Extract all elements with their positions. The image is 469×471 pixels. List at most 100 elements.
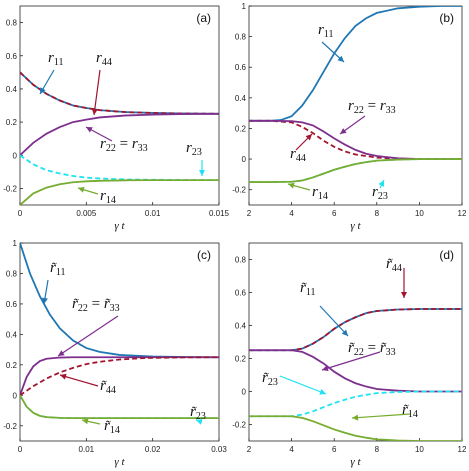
panel-label: (d) (439, 248, 454, 262)
x-tick-label: 10 (415, 209, 424, 218)
annotation-arrow (279, 375, 327, 395)
annotation-44: r̃44 (386, 256, 402, 274)
x-tick-label: 12 (458, 445, 467, 454)
annotation-22: r̃22 = r̃33 (72, 296, 120, 314)
y-tick-label: 0.6 (6, 300, 18, 309)
plot-frame (19, 242, 220, 442)
annotation-14: r14 (312, 184, 328, 202)
y-tick-label: -0.2 (3, 184, 17, 193)
annotation-arrow (57, 315, 119, 357)
y-tick-label: 0 (242, 388, 247, 397)
annotation-arrowhead (340, 128, 347, 134)
annotation-arrow (321, 351, 381, 371)
x-tick-label: 8 (375, 209, 380, 218)
annotation-arrowhead (40, 87, 46, 94)
annotation-arrowhead (378, 180, 384, 187)
x-tick-label: 12 (458, 209, 467, 218)
x-axis-label: γ t (350, 220, 361, 232)
annotation-14: r̃14 (402, 402, 418, 420)
panel-c: 0 0.01 0.02 0.03 -0.2 0 0.2 0.4 0.6 0.8 1 γ t (c) r̃1… (3, 239, 227, 468)
y-tick-label: 0.4 (235, 94, 247, 103)
annotation-arrowhead (337, 55, 344, 62)
annotation-arrow (59, 374, 99, 387)
annotation-11: r̃11 (50, 260, 65, 278)
y-tick-label: 0.6 (6, 52, 18, 61)
series-line-r14 (249, 415, 462, 441)
series-line-r14 (249, 158, 462, 183)
panel-label: (b) (439, 11, 454, 25)
panel-label: (c) (197, 248, 211, 262)
plot-frame (19, 5, 220, 206)
y-tick-label: 0.8 (235, 256, 247, 265)
x-tick-label: 8 (375, 445, 380, 454)
annotation-arrowhead (91, 108, 98, 115)
y-tick-label: 0.8 (235, 33, 247, 42)
x-tick-label: 0.015 (209, 209, 230, 218)
y-tick-label: -0.2 (232, 186, 246, 195)
series-line-r22-r33 (20, 112, 219, 156)
annotation-arrowhead (322, 365, 329, 372)
series-line-r22-r33 (249, 349, 462, 393)
x-tick-label: 2 (247, 209, 252, 218)
annotation-44: r̃44 (100, 378, 116, 396)
y-tick-label: 0.4 (6, 330, 18, 339)
annotation-arrowhead (199, 170, 205, 176)
annotation-arrowhead (401, 292, 407, 298)
annotation-arrowhead (305, 134, 312, 141)
series-line-r14 (20, 394, 219, 420)
y-tick-label: 0.4 (6, 85, 18, 94)
y-tick-label: 1 (13, 239, 18, 248)
annotation-arrowhead (60, 373, 67, 380)
annotation-22: r22 = r33 (100, 136, 148, 154)
annotation-arrowhead (288, 182, 295, 189)
annotation-14: r14 (100, 188, 116, 206)
series-line-r11 (249, 6, 462, 122)
annotation-44: r44 (96, 50, 112, 68)
series-line-r22-r33 (249, 119, 462, 160)
annotation-11: r11 (48, 50, 63, 68)
annotation-arrow (93, 69, 101, 116)
annotation-23: r̃23 (262, 370, 278, 388)
panel-d: 2 4 6 8 10 12 -0.2 0 0.2 0.4 0.6 0.8 γ t (d) r̃44 r̃11 r… (232, 242, 467, 468)
y-tick-label: 0.8 (6, 269, 18, 278)
plot-frame (248, 242, 463, 442)
y-tick-label: 1 (242, 2, 247, 11)
series-line-r14 (20, 179, 219, 205)
annotation-arrow (351, 413, 411, 419)
panel-b: 2 4 6 8 10 12 -0.2 0 0.2 0.4 0.6 0.8 1 γ t (b) r11 r22 =… (232, 2, 467, 232)
x-tick-label: 0.02 (145, 445, 161, 454)
x-axis-label: γ t (114, 456, 125, 468)
y-tick-label: 0.2 (235, 124, 247, 133)
plot-frame (248, 5, 463, 206)
x-tick-label: 6 (332, 445, 337, 454)
annotation-23: r23 (372, 184, 388, 202)
y-tick-label: 0.6 (235, 289, 247, 298)
annotation-44: r44 (290, 146, 306, 164)
x-axis-label: γ t (350, 456, 361, 468)
annotation-arrowhead (352, 414, 359, 421)
annotation-14: r̃14 (104, 418, 120, 436)
y-tick-label: 0.4 (235, 322, 247, 331)
annotation-22: r̃22 = r̃33 (348, 340, 396, 358)
series-line-r44 (20, 356, 219, 397)
y-tick-label: 0 (242, 155, 247, 164)
series-line-r22-r33 (20, 356, 219, 396)
x-tick-label: 0.01 (79, 445, 95, 454)
y-tick-label: 0 (13, 391, 18, 400)
x-tick-label: 2 (247, 445, 252, 454)
x-axis-label: γ t (114, 220, 125, 232)
annotation-arrowhead (341, 329, 348, 336)
annotation-22: r22 = r33 (348, 98, 396, 116)
x-tick-label: 4 (289, 445, 294, 454)
y-tick-label: 0.2 (6, 118, 18, 127)
panel-a: 0 0.005 0.01 0.015 -0.2 0 0.2 0.4 0.6 0.8 γ t (a) r1… (3, 5, 230, 232)
annotation-arrowhead (86, 127, 93, 133)
y-tick-label: 0.6 (235, 63, 247, 72)
y-tick-label: 0.8 (6, 19, 18, 28)
y-tick-label: -0.2 (3, 422, 17, 431)
annotation-23: r̃23 (190, 404, 206, 422)
x-tick-label: 6 (332, 209, 337, 218)
x-tick-label: 0.005 (76, 209, 97, 218)
panel-label: (a) (196, 11, 211, 25)
